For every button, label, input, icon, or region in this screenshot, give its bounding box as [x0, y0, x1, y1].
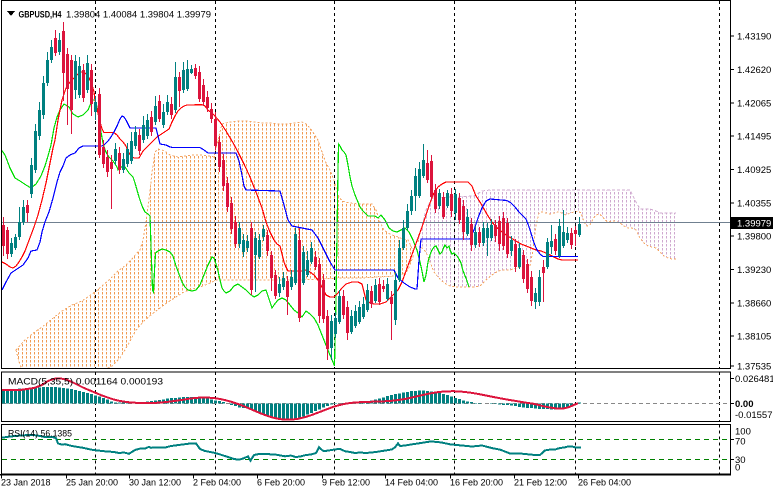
svg-text:1.39230: 1.39230: [737, 265, 771, 276]
svg-text:1.39804 1.40084 1.39804 1.3997: 1.39804 1.40084 1.39804 1.39979: [66, 10, 211, 21]
svg-text:1.38660: 1.38660: [737, 299, 771, 310]
svg-text:1.41495: 1.41495: [737, 132, 771, 143]
svg-text:70: 70: [735, 437, 746, 448]
svg-text:RSI(14) 56.1385: RSI(14) 56.1385: [8, 429, 72, 439]
svg-text:1.37535: 1.37535: [737, 362, 771, 373]
svg-text:0.00: 0.00: [735, 399, 754, 410]
svg-text:1.43190: 1.43190: [737, 32, 771, 43]
svg-text:GBPUSD,H4: GBPUSD,H4: [19, 10, 63, 21]
svg-text:14 Feb 04:00: 14 Feb 04:00: [385, 478, 438, 488]
svg-text:0: 0: [735, 463, 740, 474]
svg-text:0.026481: 0.026481: [735, 374, 773, 385]
svg-text:-0.01557: -0.01557: [735, 410, 773, 421]
svg-text:1.39979: 1.39979: [737, 219, 771, 230]
svg-text:1.40355: 1.40355: [737, 199, 771, 210]
svg-text:25 Jan 20:00: 25 Jan 20:00: [66, 478, 118, 488]
svg-text:1.40925: 1.40925: [737, 165, 771, 176]
svg-text:MACD(5,35,5) 0.001164 0.000193: MACD(5,35,5) 0.001164 0.000193: [8, 377, 163, 387]
svg-text:2 Feb 04:00: 2 Feb 04:00: [193, 478, 241, 488]
svg-text:23 Jan 2018: 23 Jan 2018: [1, 478, 51, 488]
svg-text:16 Feb 20:00: 16 Feb 20:00: [450, 478, 503, 488]
svg-text:21 Feb 12:00: 21 Feb 12:00: [514, 478, 567, 488]
svg-text:1.42620: 1.42620: [737, 65, 771, 76]
svg-text:9 Feb 12:00: 9 Feb 12:00: [322, 478, 370, 488]
svg-text:26 Feb 04:00: 26 Feb 04:00: [578, 478, 631, 488]
svg-text:6 Feb 20:00: 6 Feb 20:00: [257, 478, 305, 488]
svg-text:1.39800: 1.39800: [737, 232, 771, 243]
svg-text:30 Jan 12:00: 30 Jan 12:00: [129, 478, 181, 488]
svg-text:1.38105: 1.38105: [737, 332, 771, 343]
svg-text:1.42065: 1.42065: [737, 99, 771, 110]
